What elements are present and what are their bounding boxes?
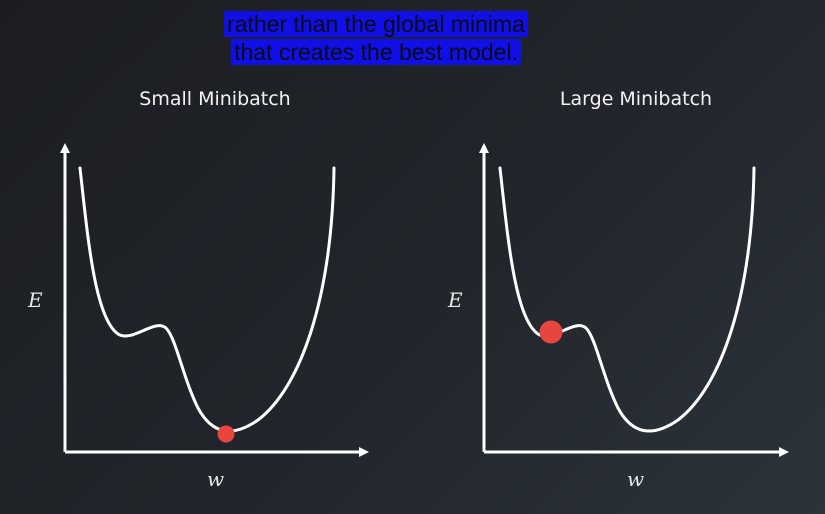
right-loss-curve [498,166,756,433]
right-x-axis-label: w [627,467,644,491]
left-loss-curve [78,166,336,433]
right-minimum-ball [539,320,563,344]
left-panel-title: Small Minibatch [139,88,291,110]
right-panel-title: Large Minibatch [559,88,713,110]
caption-line-1: rather than the global minima [224,11,528,37]
left-panel: E w [27,143,369,491]
caption-line-2: that creates the best model. [231,39,521,65]
right-y-axis-label: E [447,288,463,312]
subtitle-caption: rather than the global minima that creat… [0,10,752,66]
left-y-axis-label: E [27,288,43,312]
left-x-axis-label: w [207,467,224,491]
right-panel: E w [447,143,789,491]
left-minimum-ball [217,425,235,443]
